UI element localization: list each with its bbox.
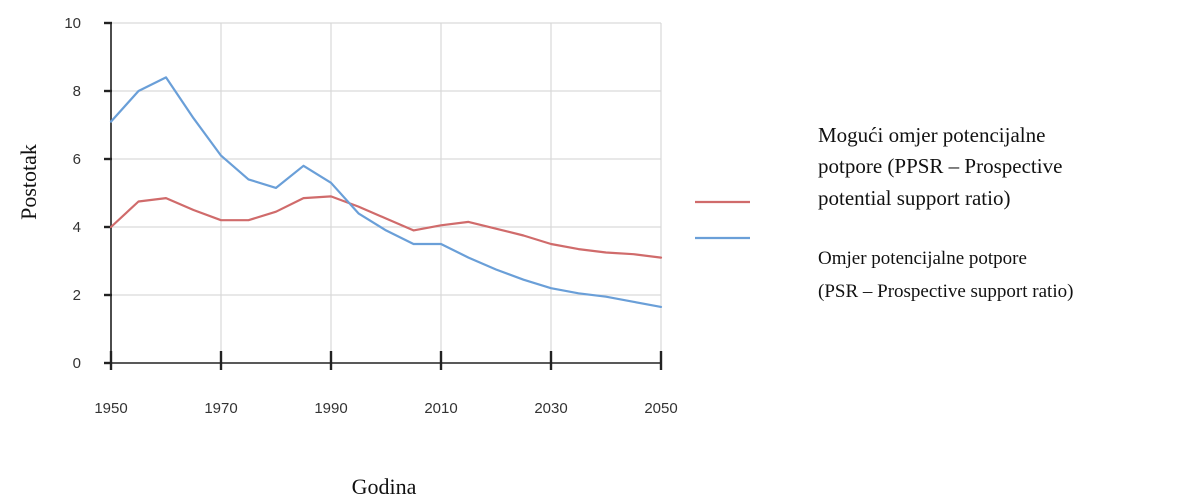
tick-labels: 0 2 4 6 8 10 1950 1970 1990 2010 2030 2050	[64, 15, 677, 417]
y-tick-label: 8	[73, 83, 81, 100]
grid	[110, 22, 662, 363]
legend-ppsr-line-1: Mogući omjer potencijalne	[818, 123, 1045, 147]
legend-ppsr-line-3: potential support ratio)	[818, 186, 1010, 210]
x-tick-label: 1970	[204, 400, 237, 417]
y-tick-label: 4	[73, 219, 81, 236]
y-axis-title: Postotak	[16, 144, 41, 220]
y-tick-label: 0	[73, 355, 81, 372]
legend-psr-line-1: Omjer potencijalne potpore	[818, 248, 1027, 269]
series-line-psr	[109, 76, 663, 308]
legend-psr-line-2: (PSR – Prospective support ratio)	[818, 281, 1073, 302]
series-lines	[109, 76, 663, 308]
legend-ppsr-line-2: potpore (PPSR – Prospective	[818, 154, 1062, 178]
x-tick-label: 1990	[314, 400, 347, 417]
legend-label-psr: Omjer potencijalne potpore (PSR – Prospe…	[818, 248, 1073, 302]
y-tick-label: 6	[73, 151, 81, 168]
x-axis-title: Godina	[352, 474, 417, 499]
legend-label-ppsr: Mogući omjer potencijalne potpore (PPSR …	[818, 123, 1068, 210]
x-tick-label: 1950	[94, 400, 127, 417]
series-line-ppsr	[109, 195, 663, 259]
x-tick-label: 2030	[534, 400, 567, 417]
y-tick-label: 10	[64, 15, 81, 32]
legend: Mogući omjer potencijalne potpore (PPSR …	[695, 123, 1073, 302]
x-tick-label: 2010	[424, 400, 457, 417]
axes	[104, 21, 663, 370]
x-tick-label: 2050	[644, 400, 677, 417]
y-tick-label: 2	[73, 287, 81, 304]
